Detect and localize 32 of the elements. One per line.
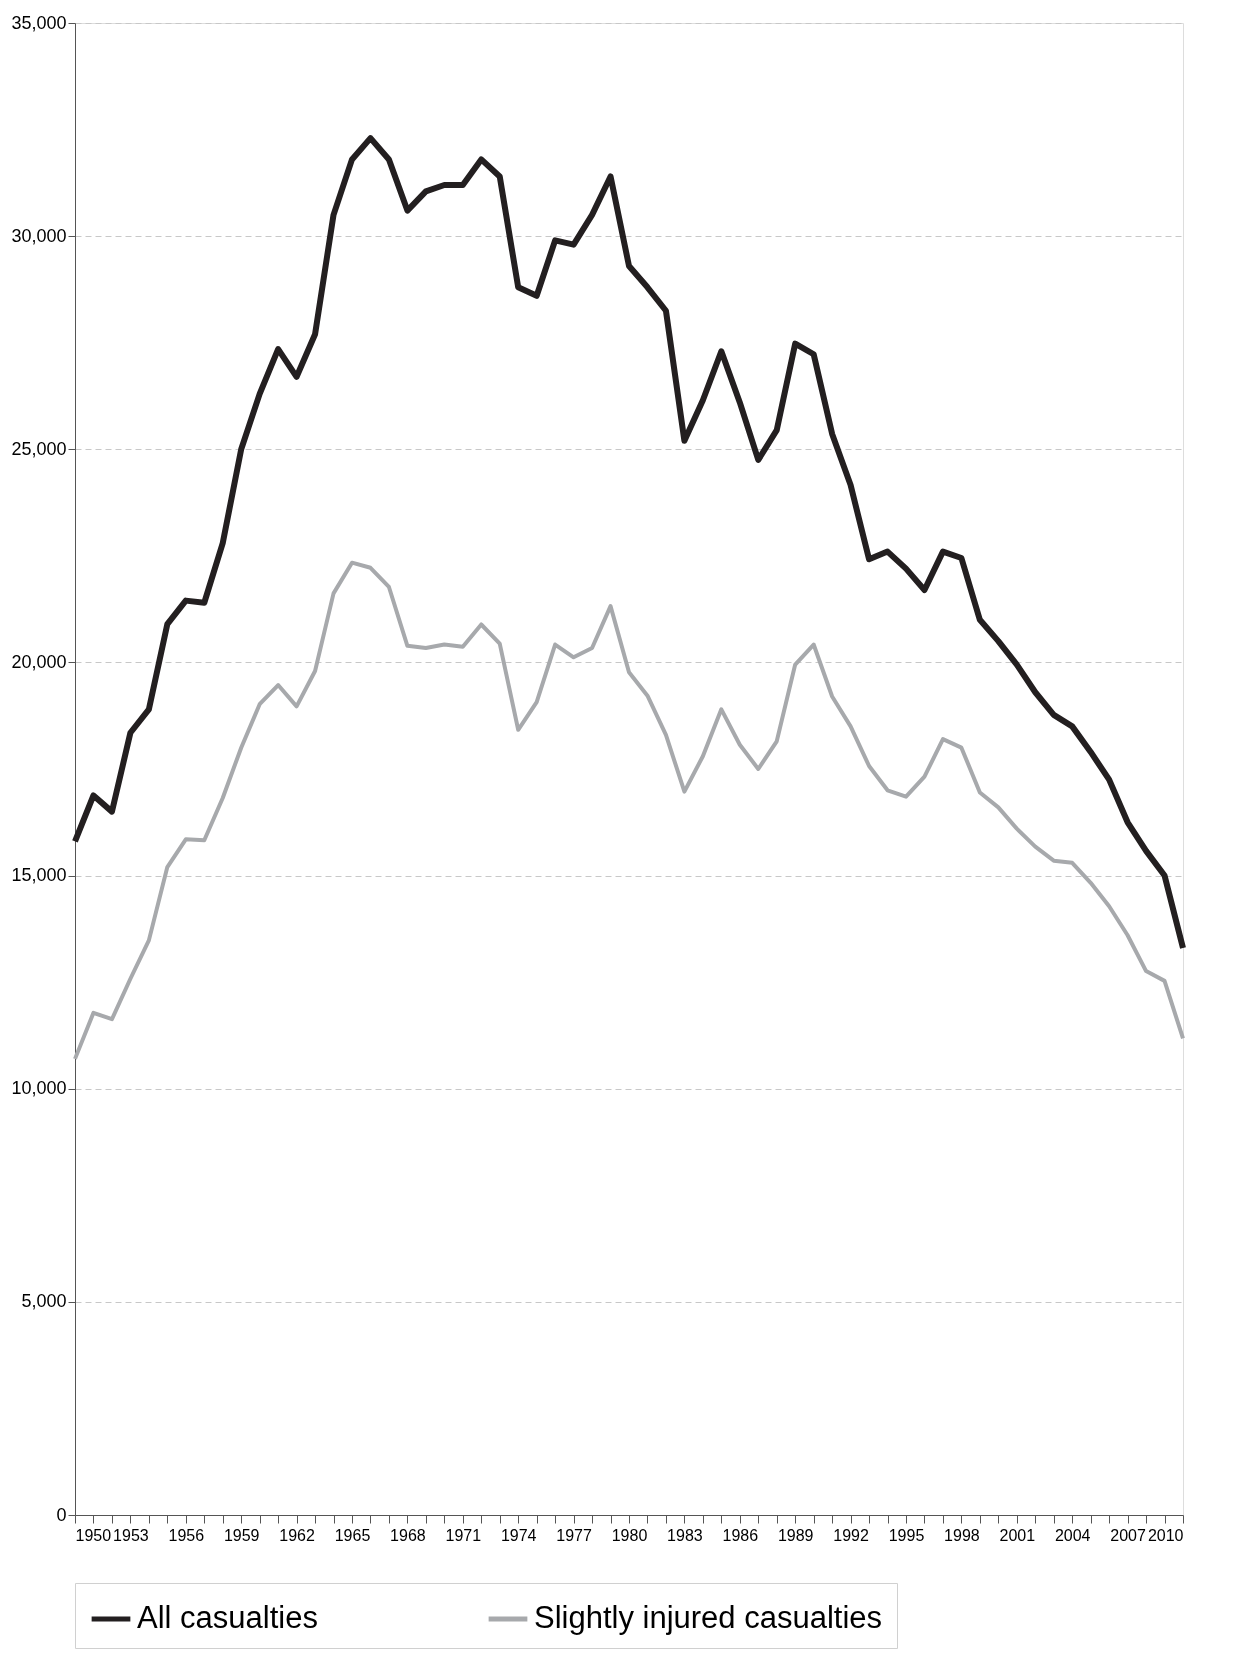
x-tick-label: 2004	[1054, 1526, 1091, 1544]
x-tick-label: 1965	[334, 1526, 371, 1544]
x-tick-label: 1962	[279, 1526, 315, 1544]
x-tick-label: 1956	[168, 1526, 205, 1544]
x-tick-label: 1953	[113, 1526, 149, 1544]
legend-label: All casualties	[137, 1600, 318, 1635]
y-tick-label: 15,000	[11, 865, 67, 886]
x-tick-label: 2001	[999, 1526, 1036, 1544]
x-tick-label: 1968	[390, 1526, 426, 1544]
y-tick-label: 20,000	[11, 651, 67, 672]
x-tick-label: 1992	[833, 1526, 869, 1544]
y-tick-label: 0	[56, 1504, 67, 1525]
x-tick-label: 1998	[944, 1526, 980, 1544]
y-tick-label: 25,000	[11, 438, 67, 459]
x-tick-label: 1971	[445, 1526, 482, 1544]
x-tick-label: 1974	[500, 1526, 537, 1544]
x-tick-label: 1980	[611, 1526, 648, 1544]
x-tick-label: 1995	[888, 1526, 925, 1544]
x-tick-label: 1959	[223, 1526, 260, 1544]
y-tick-label: 10,000	[11, 1078, 67, 1099]
x-tick-label: 1989	[777, 1526, 814, 1544]
x-tick-label: 1986	[722, 1526, 759, 1544]
x-tick-label: 1977	[556, 1526, 592, 1544]
x-tick-label: 1983	[667, 1526, 703, 1544]
x-tick-label: 2010	[1147, 1526, 1184, 1544]
y-tick-label: 35,000	[11, 12, 67, 33]
y-tick-label: 5,000	[21, 1291, 67, 1312]
y-tick-label: 30,000	[11, 225, 67, 246]
legend-label: Slightly injured casualties	[534, 1600, 883, 1635]
x-tick-label: 2007	[1110, 1526, 1146, 1544]
x-tick-label: 1950	[75, 1526, 112, 1544]
line-series	[73, 560, 1185, 1061]
